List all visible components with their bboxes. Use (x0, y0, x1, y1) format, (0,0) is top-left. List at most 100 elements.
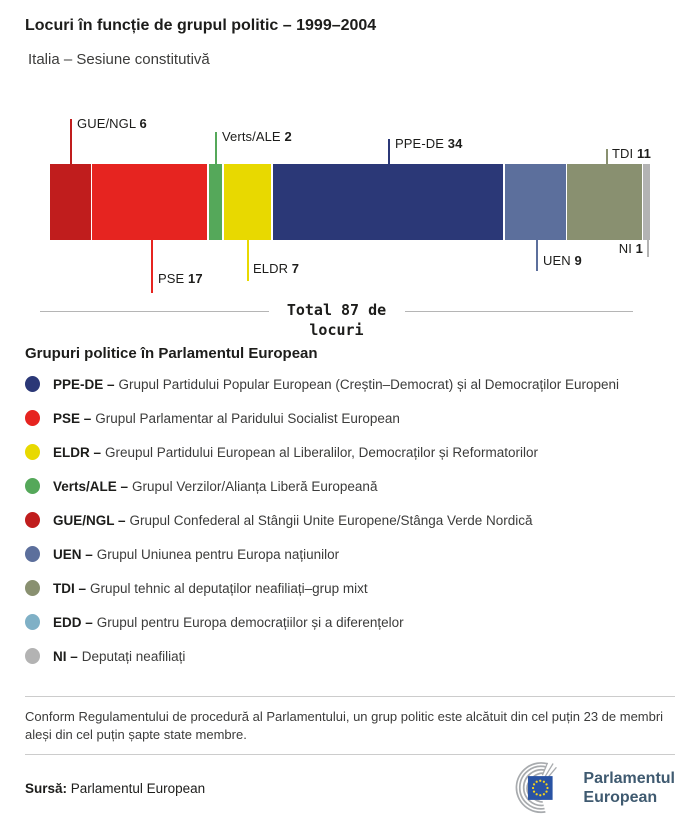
legend-desc: Deputați neafiliați (81, 648, 186, 664)
group-seats: 11 (636, 146, 651, 161)
group-name: PPE-DE (395, 136, 445, 151)
callout-line-tdi (606, 149, 608, 164)
total-label: Total 87 de locuri (286, 301, 387, 339)
bar-segment-tdi (567, 164, 642, 240)
ep-logo-line2: European (583, 789, 658, 806)
group-seats: 34 (447, 136, 463, 151)
group-seats: 9 (574, 253, 582, 268)
legend-label: PPE-DE – Grupul Partidului Popular Europe… (53, 377, 619, 392)
group-seats: 17 (188, 271, 203, 286)
total-divider: Total 87 de locuri (40, 300, 633, 340)
ep-logo: Parlamentul European (505, 761, 675, 815)
legend-dot-icon (25, 444, 40, 460)
group-name: TDI (612, 146, 634, 161)
callout-label-eldr: ELDR 7 (253, 261, 299, 276)
legend-abbr: ELDR – (53, 444, 102, 460)
legend-label: EDD – Grupul pentru Europa democrațiilor … (53, 615, 404, 630)
page-subtitle: Italia – Sesiune constitutivă (28, 51, 210, 68)
legend-desc: Grupul Uniunea pentru Europa națiunilor (96, 546, 340, 562)
legend-desc: Greupul Partidului European al Liberalil… (105, 444, 538, 460)
footnote-rule-bottom (25, 754, 675, 755)
stacked-bar (50, 164, 650, 240)
group-name: PSE (158, 271, 185, 286)
hemicycle-eu-flag-icon (516, 762, 558, 814)
seats-chart: GUE/NGL 6 Verts/ALE 2 PPE-DE 34 TDI 11 P… (0, 112, 700, 300)
bar-segment-ppe-de (272, 164, 504, 240)
legend-label: GUE/NGL – Grupul Confederal al Stângii Un… (53, 513, 533, 528)
legend-row: NI – Deputați neafiliați (25, 639, 675, 673)
group-seats: 7 (291, 261, 300, 276)
group-name: ELDR (253, 261, 289, 276)
legend-desc: Grupul Confederal al Stângii Unite Europ… (129, 512, 533, 528)
legend-row: UEN – Grupul Uniunea pentru Europa națiun… (25, 537, 675, 571)
legend-dot-icon (25, 648, 40, 664)
legend-label: UEN – Grupul Uniunea pentru Europa națiun… (53, 547, 339, 562)
legend-row: EDD – Grupul pentru Europa democrațiilor … (25, 605, 675, 639)
legend-label: NI – Deputați neafiliați (53, 649, 185, 664)
legend-dot-icon (25, 376, 40, 392)
legend-dot-icon (25, 512, 40, 528)
callout-label-gue-ngl: GUE/NGL 6 (77, 116, 147, 131)
legend-abbr: PPE-DE – (53, 376, 115, 392)
callout-line-ni (647, 240, 649, 257)
callout-label-uen: UEN 9 (543, 253, 582, 268)
legend-label: Verts/ALE – Grupul Verzilor/Alianța Liber… (53, 479, 377, 494)
legend-row: GUE/NGL – Grupul Confederal al Stângii Un… (25, 503, 675, 537)
bar-segment-verts-ale (208, 164, 223, 240)
legend-row: PSE – Grupul Parlamentar al Paridului Soc… (25, 401, 675, 435)
callout-line-gue-ngl (70, 119, 72, 164)
callout-label-ni: NI 1 (619, 241, 643, 256)
legend-dot-icon (25, 478, 40, 494)
legend-desc: Grupul tehnic al deputaților neafiliați–… (90, 580, 368, 596)
callout-line-pse (151, 240, 153, 293)
group-name: NI (618, 241, 632, 256)
source-line: Sursă: Parlamentul European (25, 781, 205, 796)
legend-dot-icon (25, 410, 40, 426)
group-seats: 2 (284, 129, 292, 144)
bar-segment-pse (92, 164, 208, 240)
legend-desc: Grupul pentru Europa democrațiilor și a … (96, 614, 404, 630)
legend-dot-icon (25, 614, 40, 630)
callout-line-uen (536, 240, 538, 271)
footnote-text: Conform Regulamentului de procedură al P… (25, 709, 664, 742)
legend-row: TDI – Grupul tehnic al deputaților neafil… (25, 571, 675, 605)
legend-row: Verts/ALE – Grupul Verzilor/Alianța Liber… (25, 469, 675, 503)
callout-label-pse: PSE 17 (158, 271, 203, 286)
callout-label-verts-ale: Verts/ALE 2 (222, 129, 292, 144)
ep-logo-text: Parlamentul European (583, 769, 675, 807)
legend-desc: Grupul Verzilor/Alianța Liberă Europeană (132, 478, 378, 494)
group-seats: 6 (139, 116, 147, 131)
source-label: Sursă: (25, 780, 68, 796)
legend-abbr: NI – (53, 648, 78, 664)
legend-label: TDI – Grupul tehnic al deputaților neafil… (53, 581, 368, 596)
page-title: Locuri în funcție de grupul politic – 19… (25, 17, 377, 34)
legend-abbr: GUE/NGL – (53, 512, 126, 528)
group-seats: 1 (635, 241, 643, 256)
legend-label: PSE – Grupul Parlamentar al Paridului Soc… (53, 411, 400, 426)
footnote-rule-top (25, 696, 675, 697)
group-name: GUE/NGL (77, 116, 136, 131)
group-name: UEN (543, 253, 571, 268)
legend-abbr: EDD – (53, 614, 93, 630)
footer: Sursă: Parlamentul European (25, 761, 675, 815)
bar-segment-uen (504, 164, 566, 240)
ep-logo-line1: Parlamentul (583, 770, 675, 787)
legend-desc: Grupul Parlamentar al Paridului Socialis… (95, 410, 400, 426)
legend-dot-icon (25, 546, 40, 562)
legend-label: ELDR – Greupul Partidului European al Lib… (53, 445, 538, 460)
source-value: Parlamentul European (70, 780, 206, 796)
legend-heading: Grupuri politice în Parlamentul European (25, 345, 318, 362)
legend-row: PPE-DE – Grupul Partidului Popular Europe… (25, 367, 675, 401)
bar-segment-ni (643, 164, 650, 240)
callout-label-tdi: TDI 11 (612, 146, 651, 161)
legend-abbr: PSE – (53, 410, 92, 426)
group-name: Verts/ALE (222, 129, 281, 144)
bar-segment-eldr (223, 164, 272, 240)
callout-line-verts-ale (215, 132, 217, 164)
header: Locuri în funcție de grupul politic – 19… (25, 16, 675, 70)
callout-line-ppe-de (388, 139, 390, 164)
total-rule-right (404, 311, 633, 340)
legend-abbr: Verts/ALE – (53, 478, 129, 494)
total-rule-left (40, 311, 269, 340)
callout-line-eldr (247, 240, 249, 281)
